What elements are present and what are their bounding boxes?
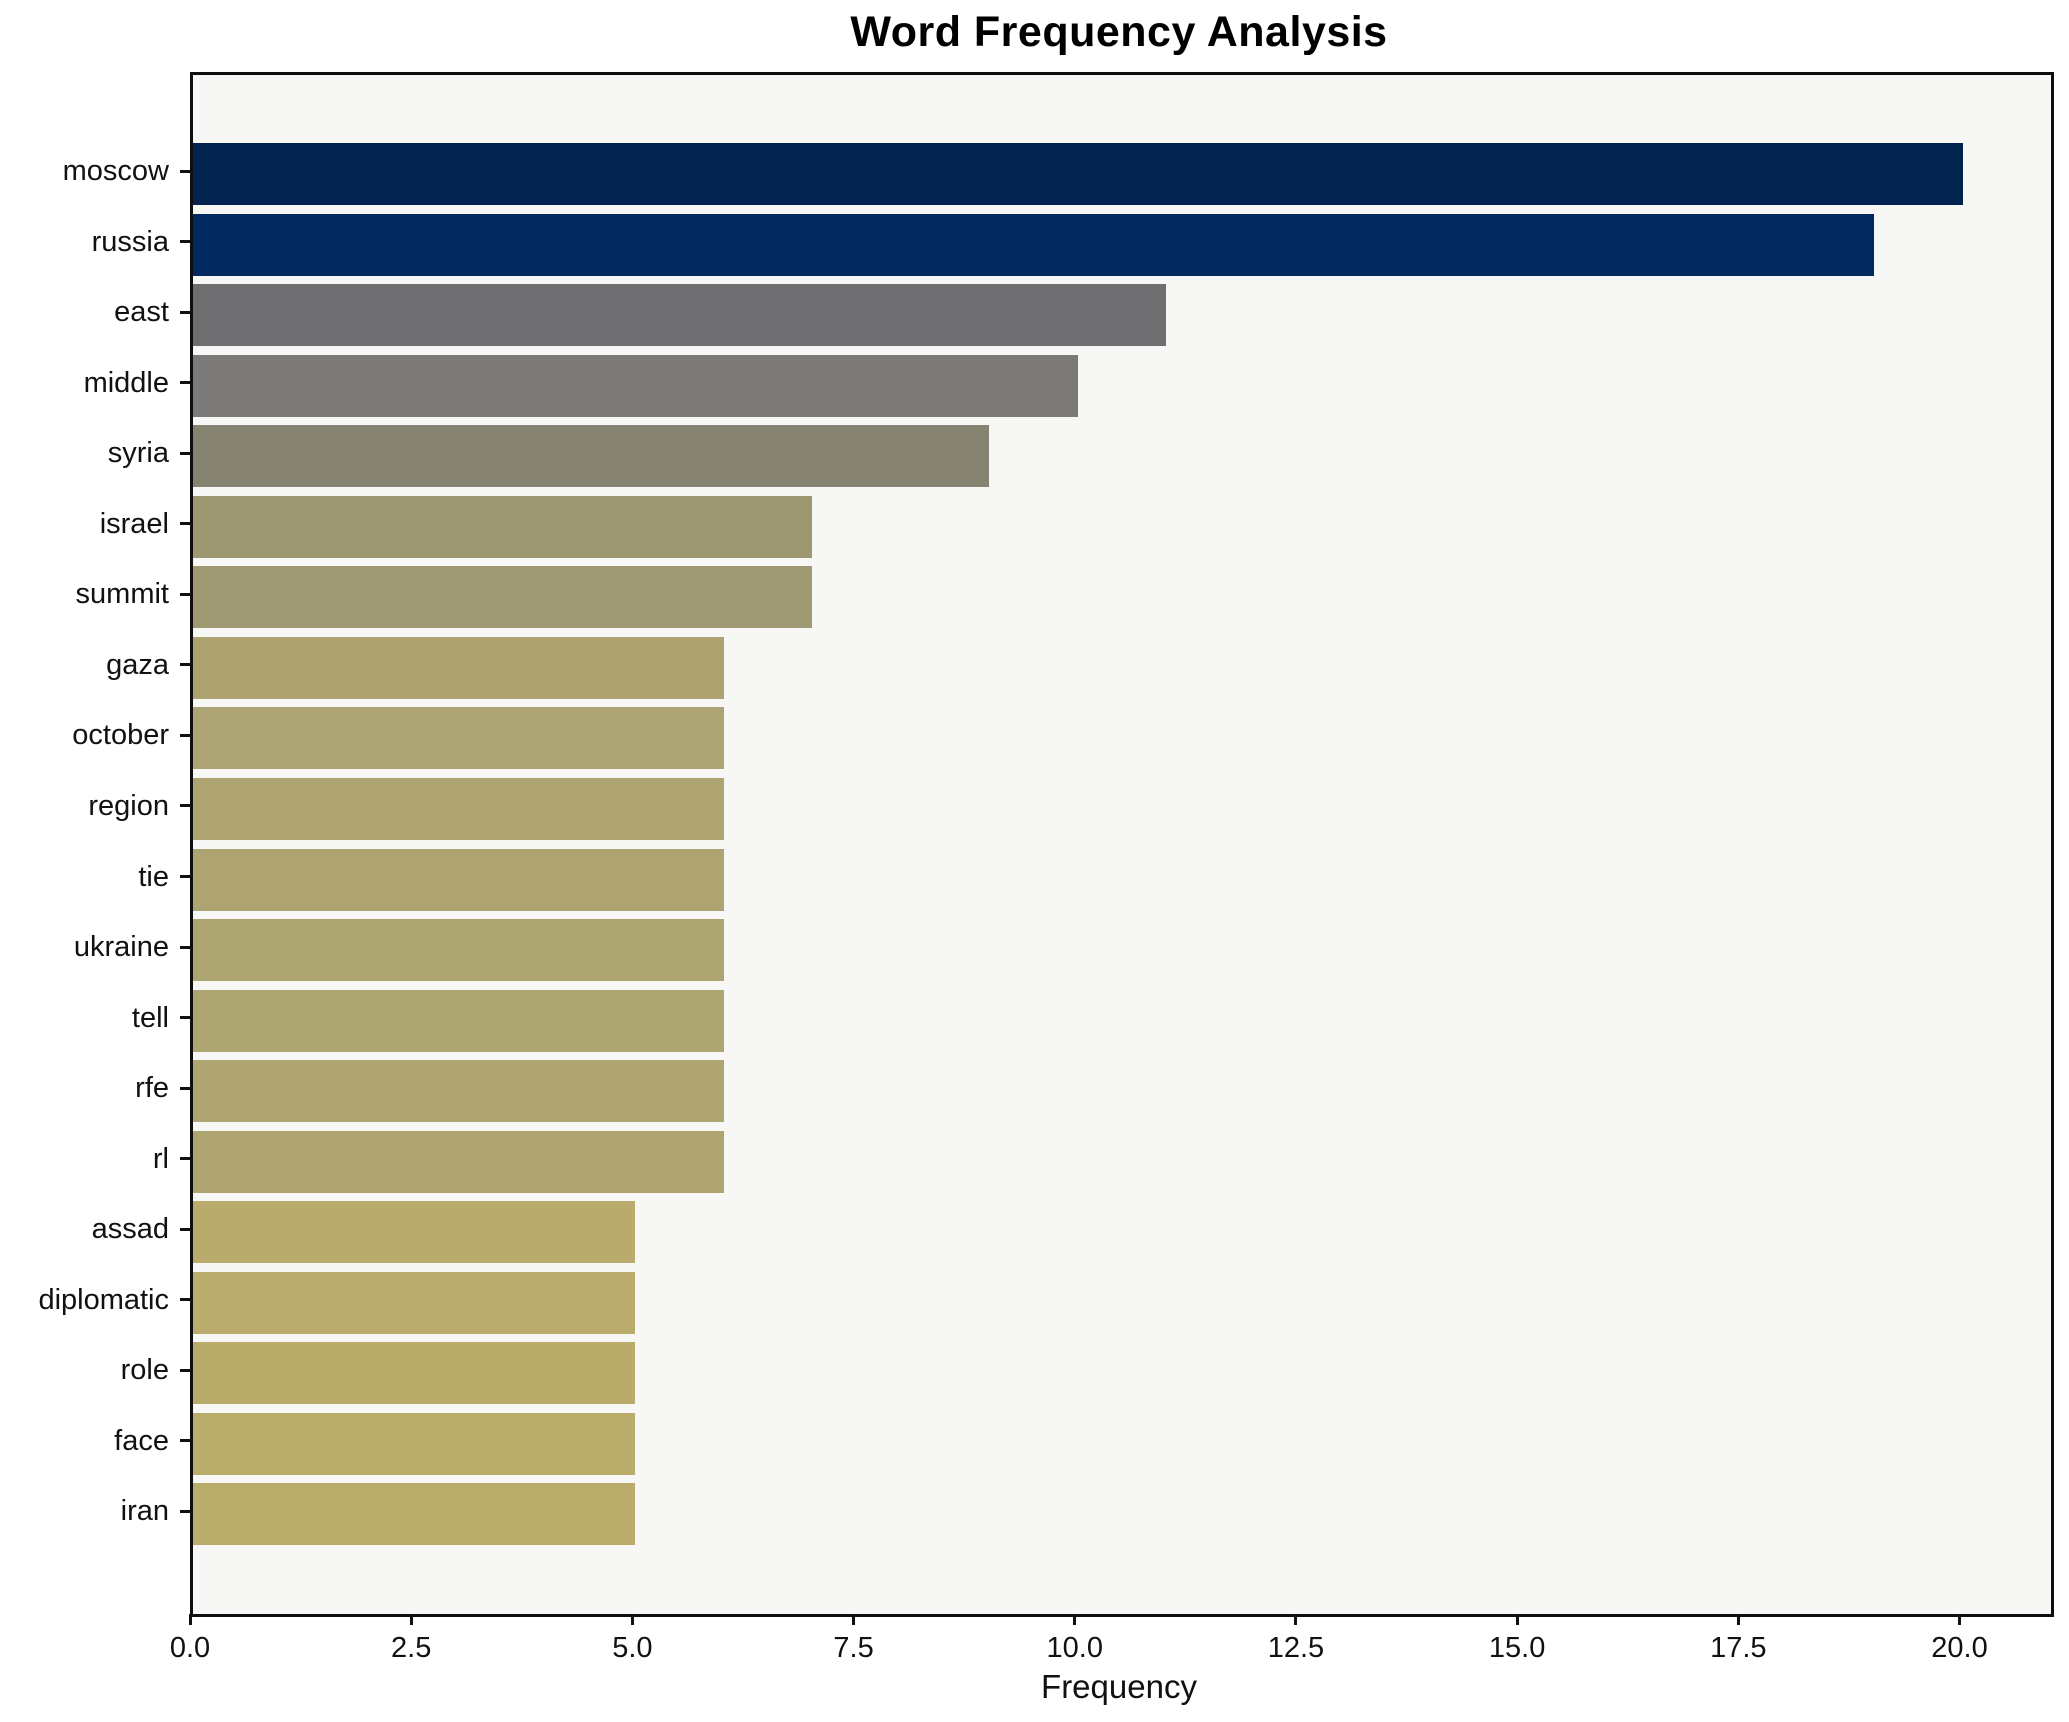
- bar-moscow: [193, 143, 1963, 205]
- y-label-tell: tell: [131, 1001, 169, 1034]
- y-label-role: role: [120, 1354, 169, 1387]
- x-tick-label-10.0: 10.0: [1046, 1632, 1103, 1664]
- x-tick-10.0: [1073, 1614, 1077, 1625]
- y-label-rfe: rfe: [135, 1072, 169, 1105]
- y-label-middle: middle: [83, 366, 169, 399]
- chart-title: Word Frequency Analysis: [850, 8, 1388, 56]
- x-tick-label-15.0: 15.0: [1488, 1632, 1546, 1664]
- y-label-ukraine: ukraine: [73, 931, 169, 964]
- y-tick: [180, 804, 190, 808]
- bar-iran: [193, 1483, 636, 1546]
- y-tick: [180, 240, 190, 244]
- y-tick: [180, 592, 190, 596]
- bar-russia: [193, 213, 1875, 276]
- y-tick: [180, 875, 190, 878]
- x-tick-5.0: [630, 1614, 634, 1625]
- bar-summit: [193, 566, 813, 629]
- y-label-rl: rl: [152, 1142, 169, 1175]
- bar-october: [193, 707, 724, 770]
- x-axis-label: Frequency: [1041, 1668, 1197, 1705]
- y-label-syria: syria: [107, 437, 169, 470]
- x-tick-label-20.0: 20.0: [1931, 1632, 1988, 1664]
- bar-gaza: [193, 636, 724, 699]
- y-label-assad: assad: [91, 1213, 169, 1246]
- y-label-region: region: [88, 789, 169, 822]
- bar-region: [193, 777, 724, 840]
- y-label-iran: iran: [120, 1495, 169, 1528]
- y-tick: [180, 945, 190, 949]
- bar-israel: [193, 495, 813, 558]
- bar-tell: [193, 989, 724, 1052]
- x-tick-label-12.5: 12.5: [1267, 1632, 1325, 1664]
- bar-rl: [193, 1130, 724, 1193]
- x-tick-label-17.5: 17.5: [1710, 1632, 1767, 1664]
- y-label-diplomatic: diplomatic: [38, 1283, 169, 1316]
- bar-syria: [193, 425, 990, 488]
- y-label-summit: summit: [75, 578, 169, 611]
- bar-diplomatic: [193, 1271, 636, 1334]
- x-tick-20.0: [1958, 1614, 1962, 1625]
- bar-rfe: [193, 1060, 724, 1123]
- y-tick: [180, 381, 190, 385]
- bar-face: [193, 1412, 636, 1475]
- y-tick: [180, 1086, 190, 1090]
- y-label-israel: israel: [99, 507, 169, 540]
- bar-assad: [193, 1201, 636, 1264]
- x-tick-2.5: [409, 1614, 413, 1625]
- y-tick: [180, 522, 190, 526]
- x-tick-label-0.0: 0.0: [169, 1632, 211, 1664]
- y-tick: [180, 451, 190, 455]
- bar-tie: [193, 848, 724, 911]
- y-tick: [180, 1157, 190, 1161]
- plot-area: [190, 72, 2054, 1617]
- y-tick: [180, 733, 190, 737]
- y-label-gaza: gaza: [106, 648, 169, 681]
- y-label-east: east: [114, 296, 169, 329]
- y-label-face: face: [114, 1424, 169, 1457]
- y-tick: [180, 1016, 190, 1020]
- bar-role: [193, 1342, 636, 1405]
- x-tick-7.5: [852, 1614, 856, 1625]
- y-label-russia: russia: [91, 225, 169, 258]
- y-tick: [180, 1509, 190, 1513]
- x-tick-label-5.0: 5.0: [612, 1632, 653, 1664]
- x-tick-label-2.5: 2.5: [391, 1632, 432, 1664]
- y-tick: [180, 663, 190, 667]
- bar-ukraine: [193, 919, 724, 982]
- y-tick: [180, 1227, 190, 1231]
- y-tick: [180, 1368, 190, 1372]
- y-tick: [180, 1298, 190, 1302]
- y-tick: [180, 1439, 190, 1443]
- bar-east: [193, 284, 1167, 347]
- y-label-tie: tie: [138, 860, 169, 893]
- x-tick-label-7.5: 7.5: [833, 1632, 874, 1664]
- y-label-october: october: [72, 719, 169, 752]
- bar-middle: [193, 354, 1078, 417]
- x-tick-17.5: [1736, 1614, 1740, 1625]
- x-tick-15.0: [1515, 1614, 1519, 1625]
- x-tick-12.5: [1294, 1614, 1298, 1625]
- x-tick-0.0: [188, 1614, 192, 1625]
- y-label-moscow: moscow: [62, 155, 169, 187]
- y-tick: [180, 310, 190, 314]
- y-tick: [180, 169, 190, 173]
